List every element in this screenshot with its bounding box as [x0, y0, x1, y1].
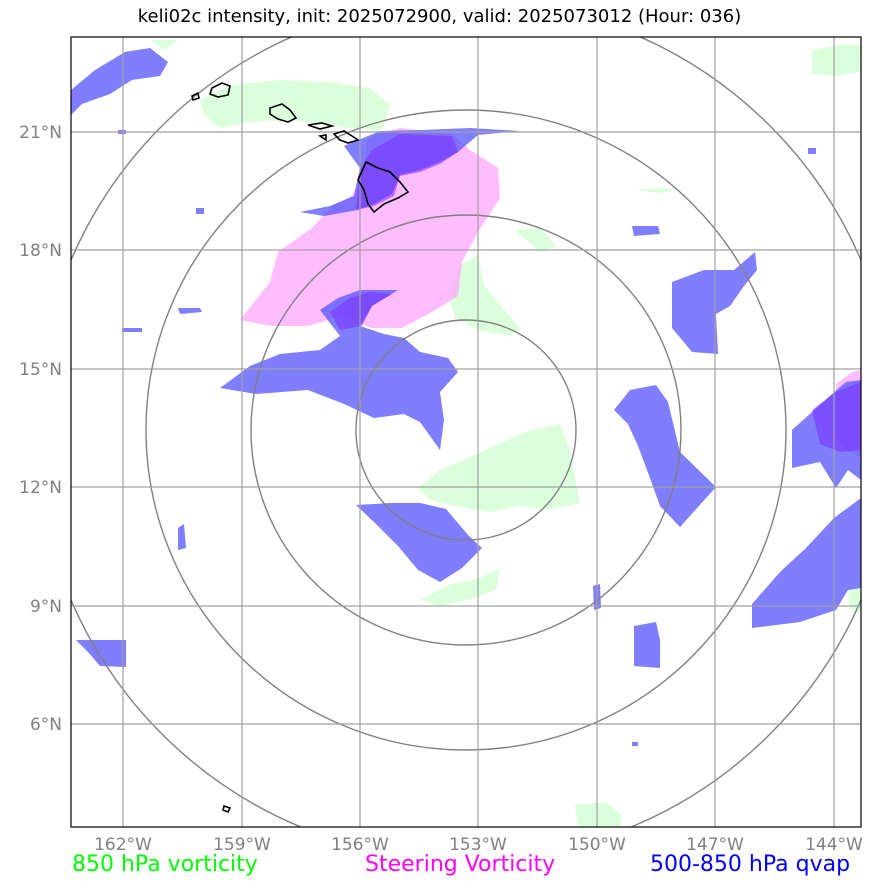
- lon-tick: 150°W: [568, 835, 626, 855]
- range-ring-3: [145, 109, 787, 751]
- lon-tick: 162°W: [94, 835, 152, 855]
- lon-tick: 153°W: [449, 835, 507, 855]
- island-small: [222, 804, 232, 814]
- lon-tick: 147°W: [686, 835, 744, 855]
- lat-tick: 9°N: [30, 597, 62, 617]
- lat-tick: 12°N: [19, 478, 62, 498]
- lat-tick: 18°N: [19, 241, 62, 261]
- lon-tick: 144°W: [805, 835, 863, 855]
- island-niihau: [191, 91, 200, 102]
- lon-tick: 156°W: [331, 835, 389, 855]
- island-big-island: [357, 160, 410, 214]
- overlap-layer: [330, 134, 861, 452]
- lat-tick: 21°N: [19, 123, 62, 143]
- range-rings: [71, 37, 861, 827]
- island-maui: [332, 130, 360, 144]
- island-oahu: [269, 103, 298, 123]
- legend-steering-vorticity: Steering Vorticity: [365, 852, 556, 877]
- range-ring-2: [250, 214, 682, 646]
- lat-tick-labels: 21°N 18°N 15°N 12°N 9°N 6°N: [19, 123, 62, 735]
- lon-tick-labels: 162°W 159°W 156°W 153°W 150°W 147°W 144°…: [94, 835, 863, 855]
- map-plot-area: [71, 37, 861, 827]
- steering-vorticity-layer: [240, 128, 861, 458]
- plot-frame: [70, 36, 862, 828]
- lon-tick: 159°W: [213, 835, 271, 855]
- range-ring-1: [355, 319, 577, 541]
- gridlines: [71, 37, 861, 827]
- legend-qvap: 500-850 hPa qvap: [650, 852, 851, 877]
- hawaii-coastline: [191, 82, 410, 814]
- island-lanai: [317, 134, 327, 142]
- island-molokai: [307, 122, 336, 130]
- island-niihau-kauai: [208, 82, 231, 98]
- lat-tick: 6°N: [30, 715, 62, 735]
- chart-title: keli02c intensity, init: 2025072900, val…: [137, 6, 742, 27]
- vorticity-850-layer: [150, 40, 861, 827]
- legend-850-vorticity: 850 hPa vorticity: [72, 852, 258, 877]
- lat-tick: 15°N: [19, 360, 62, 380]
